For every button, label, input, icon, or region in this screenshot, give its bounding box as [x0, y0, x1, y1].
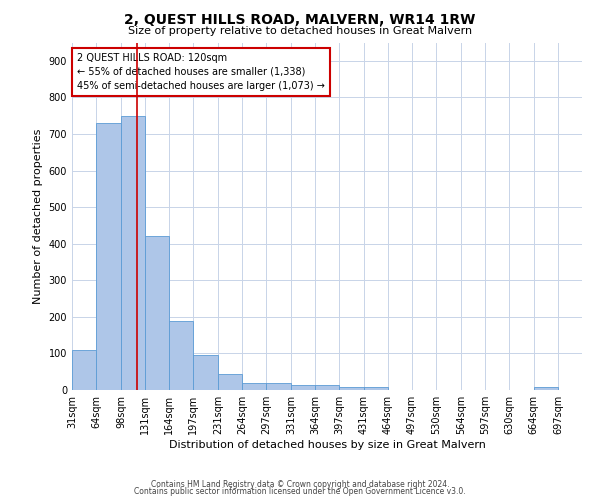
Y-axis label: Number of detached properties: Number of detached properties	[33, 128, 43, 304]
Text: 2, QUEST HILLS ROAD, MALVERN, WR14 1RW: 2, QUEST HILLS ROAD, MALVERN, WR14 1RW	[124, 12, 476, 26]
Bar	[72, 350, 96, 390]
Bar	[193, 355, 218, 390]
Bar	[315, 384, 339, 390]
Text: Contains HM Land Registry data © Crown copyright and database right 2024.: Contains HM Land Registry data © Crown c…	[151, 480, 449, 489]
Bar	[169, 320, 193, 390]
Bar	[121, 116, 145, 390]
Bar	[96, 123, 121, 390]
Bar	[242, 382, 266, 390]
Bar	[339, 387, 364, 390]
Bar	[364, 387, 388, 390]
Bar	[145, 236, 169, 390]
Text: Size of property relative to detached houses in Great Malvern: Size of property relative to detached ho…	[128, 26, 472, 36]
X-axis label: Distribution of detached houses by size in Great Malvern: Distribution of detached houses by size …	[169, 440, 485, 450]
Bar	[266, 382, 291, 390]
Bar	[534, 387, 558, 390]
Text: Contains public sector information licensed under the Open Government Licence v3: Contains public sector information licen…	[134, 487, 466, 496]
Bar	[218, 374, 242, 390]
Text: 2 QUEST HILLS ROAD: 120sqm
← 55% of detached houses are smaller (1,338)
45% of s: 2 QUEST HILLS ROAD: 120sqm ← 55% of deta…	[77, 53, 325, 91]
Bar	[291, 384, 315, 390]
